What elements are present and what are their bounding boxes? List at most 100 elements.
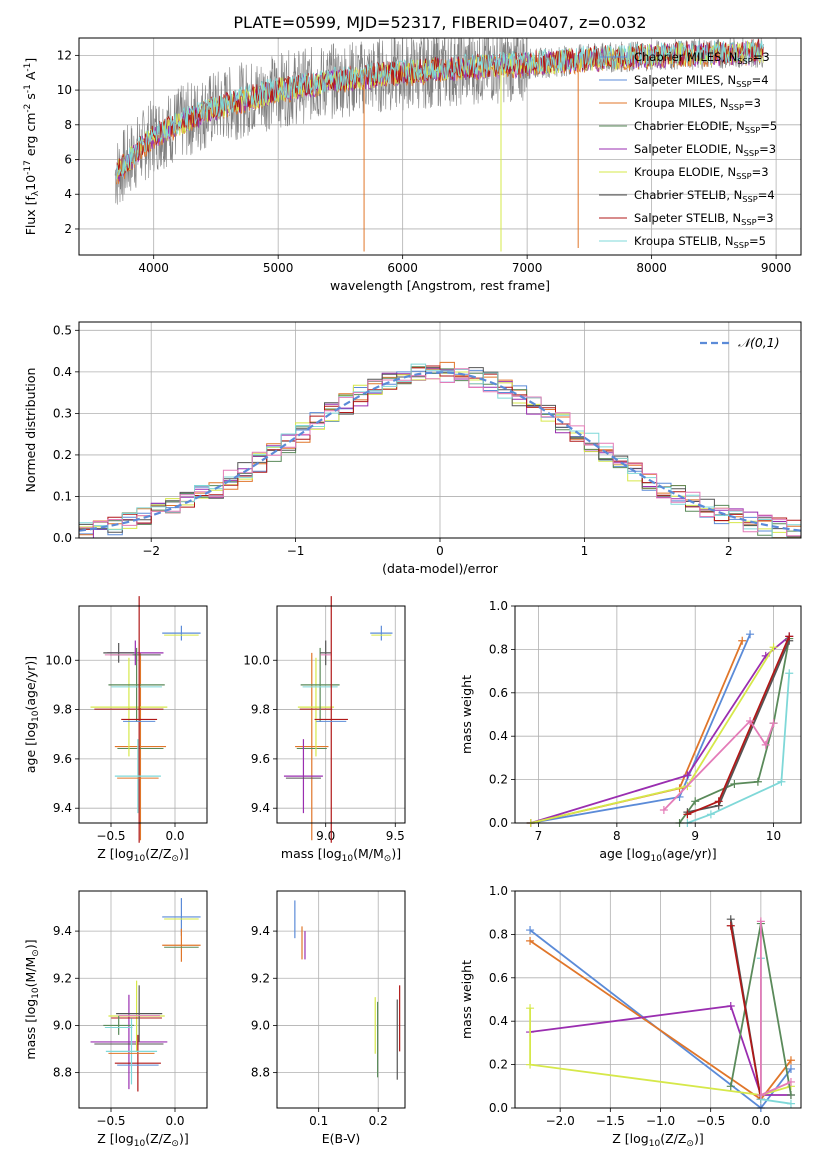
x-axis-label: E(B-V) (322, 1131, 361, 1146)
x-tick-label: −2.0 (546, 1114, 575, 1128)
mass-weight-marker (659, 805, 668, 814)
x-tick-label: 9 (691, 829, 699, 843)
mass-weight-marker (714, 797, 723, 806)
plot-frame (276, 890, 406, 1109)
mass-weight-marker (769, 719, 778, 728)
y-tick-label: 0.0 (489, 1101, 508, 1115)
mass-weight-vs-age-panel: 7 8 9 10 0.0 0.2 0.4 0.6 0.8 1.0 age [log10​(age/y… (459, 599, 802, 864)
histogram-panel: −2 −1 0 1 2 0.0 0.1 0.2 0.3 0.4 0.5 (data-model)/er… (23, 321, 802, 576)
mass-weight-marker (786, 1056, 795, 1065)
y-tick-label: 9.0 (53, 1018, 72, 1032)
mass-weight-marker (683, 810, 692, 819)
x-axis-label: Z [log10​(Z/Z⊙​)] (97, 1131, 188, 1149)
mass-weight-marker (726, 1082, 735, 1091)
mass-weight-series (530, 635, 790, 824)
mass-weight-marker (730, 779, 739, 788)
plot-frame (276, 605, 406, 824)
mass-weight-marker (786, 1099, 795, 1108)
x-tick-label: 0.2 (369, 1114, 388, 1128)
y-tick-label: 9.4 (251, 924, 270, 938)
mass-weight-marker (786, 1077, 795, 1086)
mass-weight-marker (777, 777, 786, 786)
x-axis-label: age [log10​(age/yr)] (599, 846, 716, 864)
x-tick-label: −0.5 (696, 1114, 725, 1128)
mass-weight-marker (746, 630, 755, 639)
x-axis-label: Z [log10​(Z/Z⊙​)] (612, 1131, 703, 1149)
mass-vs-ebv-panel: 0.1 0.2 8.8 9.0 9.2 9.4 E(B-V) (251, 890, 406, 1146)
y-tick-label: 0.1 (53, 489, 72, 503)
y-tick-label: 10.0 (45, 653, 72, 667)
x-tick-label: 0.0 (165, 829, 184, 843)
histogram-series (79, 363, 801, 538)
model-spectrum-line (115, 40, 764, 180)
spectrum-legend: Chabrier MILES, NSSP​=3 Salpeter MILES, N… (599, 50, 777, 250)
x-tick-label: 5000 (263, 261, 294, 275)
x-tick-label: 6000 (387, 261, 418, 275)
y-tick-label: 0.0 (53, 531, 72, 545)
mass-weight-series (663, 719, 775, 811)
mass-weight-marker (769, 643, 778, 652)
mass-weight-marker (738, 636, 747, 645)
mass-weight-marker (785, 669, 794, 678)
mass-vs-metallicity-panel: −0.5 0.0 8.8 9.0 9.2 9.4 Z [log10​(Z/Z⊙​)] mass… (23, 890, 208, 1149)
mass-weight-series (687, 673, 791, 824)
y-tick-label: 0.4 (489, 1014, 508, 1028)
mass-weight-marker (526, 1060, 535, 1069)
y-axis-label: mass weight (459, 675, 474, 754)
y-tick-label: 0.2 (489, 1058, 508, 1072)
y-tick-label: 9.4 (251, 801, 270, 815)
age-vs-mass-panel: 9.0 9.5 9.4 9.6 9.8 10.0 mass [log10​(M/M⊙​)] (243, 596, 406, 864)
mass-weight-marker (726, 1002, 735, 1011)
x-tick-label: 9000 (761, 261, 792, 275)
x-tick-label: −1.5 (596, 1114, 625, 1128)
figure-title: PLATE=0599, MJD=52317, FIBERID=0407, z=0… (233, 13, 646, 32)
y-tick-label: 9.6 (53, 752, 72, 766)
y-tick-label: 9.2 (53, 971, 72, 985)
mass-weight-marker (683, 771, 692, 780)
mass-weight-marker (753, 777, 762, 786)
y-tick-label: 9.4 (53, 924, 72, 938)
x-axis-label: (data-model)/error (382, 561, 499, 576)
x-tick-label: −1 (287, 544, 305, 558)
plot-frame (514, 890, 802, 1109)
mass-weight-marker (706, 810, 715, 819)
mass-weight-marker (761, 740, 770, 749)
mass-weight-series (678, 638, 791, 824)
legend-entry: Chabrier MILES, NSSP​=3 (634, 50, 770, 66)
mass-weight-series (760, 958, 792, 1105)
y-tick-label: 8.8 (53, 1066, 72, 1080)
x-tick-label: 1 (581, 544, 589, 558)
mass-weight-marker (526, 926, 535, 935)
y-tick-label: 1.0 (489, 884, 508, 898)
y-tick-label: 9.8 (53, 703, 72, 717)
x-tick-label: −2 (142, 544, 160, 558)
y-tick-label: 12 (57, 48, 72, 62)
x-tick-label: 4000 (138, 261, 169, 275)
y-tick-label: 8 (64, 118, 72, 132)
plot-frame (78, 890, 208, 1109)
x-tick-label: 8 (613, 829, 621, 843)
y-axis-label: age [log10​(age/yr)] (23, 656, 41, 773)
y-tick-label: 0.8 (489, 642, 508, 656)
mass-weight-marker (526, 1004, 535, 1013)
y-tick-label: 0.4 (489, 729, 508, 743)
x-tick-label: −1.0 (646, 1114, 675, 1128)
y-tick-label: 1.0 (489, 599, 508, 613)
mass-weight-marker (785, 632, 794, 641)
mass-weight-marker (526, 936, 535, 945)
x-axis-label: Z [log10​(Z/Z⊙​)] (97, 846, 188, 864)
y-tick-label: 10 (57, 83, 72, 97)
y-tick-label: 0.6 (489, 971, 508, 985)
legend-entry: Kroupa ELODIE, NSSP​=3 (634, 165, 769, 181)
legend-entry: Salpeter ELODIE, NSSP​=3 (634, 142, 776, 158)
plot-frame (78, 37, 802, 256)
y-axis-label: Normed distribution (23, 368, 38, 493)
x-tick-label: −0.5 (96, 829, 125, 843)
mass-weight-marker (746, 717, 755, 726)
y-tick-label: 0.4 (53, 365, 72, 379)
mass-weight-series (729, 925, 762, 1100)
y-tick-label: 0.8 (489, 927, 508, 941)
mass-weight-series (530, 640, 744, 824)
legend-entry: Chabrier STELIB, NSSP​=4 (634, 188, 775, 204)
